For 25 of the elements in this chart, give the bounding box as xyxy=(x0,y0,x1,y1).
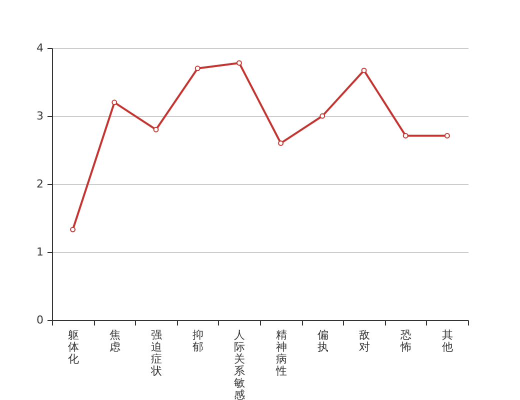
x-tick-label: 躯体化 xyxy=(68,328,79,366)
point xyxy=(320,113,326,119)
x-tick-label: 其他 xyxy=(442,328,454,354)
point xyxy=(444,132,450,138)
x-tick-label: 偏执 xyxy=(317,328,328,354)
x-tick-label: 精神病性 xyxy=(274,328,287,378)
y-tick-label: 1 xyxy=(36,246,44,258)
point xyxy=(278,140,284,146)
y-tick-label: 0 xyxy=(36,314,44,326)
point xyxy=(112,100,118,106)
point xyxy=(236,60,242,66)
x-tick-label: 焦虑 xyxy=(109,328,120,354)
y-tick-label: 2 xyxy=(36,178,44,190)
y-tick-label: 3 xyxy=(36,110,44,122)
x-tick-label: 强迫症状 xyxy=(150,328,162,378)
y-tick-label: 4 xyxy=(36,42,44,54)
point xyxy=(70,226,76,232)
x-tick-label: 抑郁 xyxy=(192,328,204,354)
point xyxy=(194,66,200,72)
point xyxy=(402,132,408,138)
x-tick-label: 人际关系敏感 xyxy=(234,328,246,400)
x-tick-label: 敌对 xyxy=(359,328,370,354)
point xyxy=(361,68,367,74)
point xyxy=(153,126,159,132)
x-tick-label: 恐怖 xyxy=(400,328,412,354)
